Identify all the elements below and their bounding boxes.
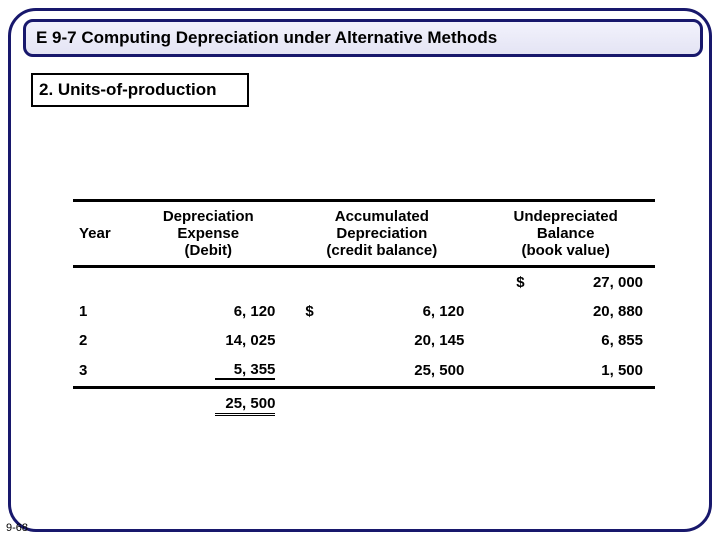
table-row: 1 6, 120 $ 6, 120 20, 880 xyxy=(73,297,655,326)
cell-expense: 14, 025 xyxy=(129,326,287,355)
header-expense: Depreciation Expense (Debit) xyxy=(129,201,287,267)
header-acc-l3: (credit balance) xyxy=(326,242,437,259)
table-header-row: Year Depreciation Expense (Debit) Accumu… xyxy=(73,201,655,267)
depreciation-table: Year Depreciation Expense (Debit) Accumu… xyxy=(73,199,655,422)
subtitle-text: 2. Units-of-production xyxy=(39,80,217,100)
cell-empty xyxy=(287,267,476,298)
cell-expense: 6, 120 xyxy=(129,297,287,326)
cell-accumulated: 25, 500 xyxy=(287,355,476,388)
cell-expense: 5, 355 xyxy=(129,355,287,388)
page-number: 9-68 xyxy=(6,522,28,534)
cell-empty xyxy=(287,388,476,423)
cell-year: 3 xyxy=(73,355,129,388)
header-year: Year xyxy=(73,201,129,267)
table-row: 3 5, 355 25, 500 1, 500 xyxy=(73,355,655,388)
total-value: 25, 500 xyxy=(215,395,275,416)
cell-initial-balance: $ 27, 000 xyxy=(476,267,655,298)
cell-year: 2 xyxy=(73,326,129,355)
subtitle-bar: 2. Units-of-production xyxy=(31,73,249,107)
title-bar: E 9-7 Computing Depreciation under Alter… xyxy=(23,19,703,57)
header-expense-l3: (Debit) xyxy=(185,242,233,259)
cell-accumulated: 20, 145 xyxy=(287,326,476,355)
table-row-initial: $ 27, 000 xyxy=(73,267,655,298)
header-expense-l2: Expense xyxy=(177,225,239,242)
header-accumulated: Accumulated Depreciation (credit balance… xyxy=(287,201,476,267)
cell-year: 1 xyxy=(73,297,129,326)
header-acc-l1: Accumulated xyxy=(335,208,429,225)
acc-value: 6, 120 xyxy=(423,303,465,320)
header-balance: Undepreciated Balance (book value) xyxy=(476,201,655,267)
header-bal-l2: Balance xyxy=(537,225,595,242)
title-text: E 9-7 Computing Depreciation under Alter… xyxy=(36,28,497,48)
dollar-sign: $ xyxy=(516,274,524,291)
slide-frame: E 9-7 Computing Depreciation under Alter… xyxy=(8,8,712,532)
cell-accumulated: $ 6, 120 xyxy=(287,297,476,326)
cell-total: 25, 500 xyxy=(129,388,287,423)
dollar-sign: $ xyxy=(305,303,313,320)
cell-balance: 6, 855 xyxy=(476,326,655,355)
initial-balance-value: 27, 000 xyxy=(593,274,643,291)
header-bal-l3: (book value) xyxy=(521,242,609,259)
header-bal-l1: Undepreciated xyxy=(514,208,618,225)
expense-underlined: 5, 355 xyxy=(215,361,275,380)
cell-empty xyxy=(476,388,655,423)
cell-empty xyxy=(73,267,129,298)
table-row-total: 25, 500 xyxy=(73,388,655,423)
table-row: 2 14, 025 20, 145 6, 855 xyxy=(73,326,655,355)
cell-balance: 20, 880 xyxy=(476,297,655,326)
depreciation-table-wrap: Year Depreciation Expense (Debit) Accumu… xyxy=(73,199,655,422)
cell-balance: 1, 500 xyxy=(476,355,655,388)
cell-empty xyxy=(129,267,287,298)
cell-empty xyxy=(73,388,129,423)
header-expense-l1: Depreciation xyxy=(163,208,254,225)
header-acc-l2: Depreciation xyxy=(336,225,427,242)
